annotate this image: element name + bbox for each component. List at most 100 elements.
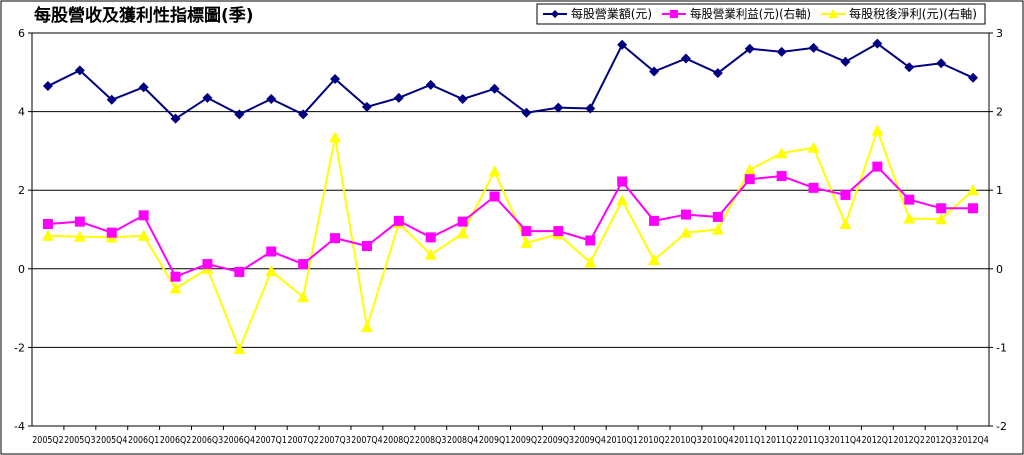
data-point-diamond [170,113,181,124]
data-point-square [936,203,947,214]
x-tick-label: 2010Q1 [606,435,637,446]
y-right-tick-label: 3 [996,27,1003,40]
data-point-diamond [872,38,883,49]
x-tick-label: 2005Q3 [64,435,95,446]
x-tick-label: 2012Q3 [925,435,956,446]
data-point-square [617,176,628,187]
data-point-diamond [330,73,341,84]
data-point-square [489,191,500,202]
data-point-diamond [202,92,213,103]
x-tick-label: 2007Q4 [351,435,382,446]
data-point-square [553,226,564,237]
x-tick-label: 2006Q3 [192,435,223,446]
data-point-diamond [904,62,915,73]
data-point-square [808,182,819,193]
data-point-diamond [712,68,723,79]
data-point-diamond [42,81,53,92]
legend-label: 每股營業利益(元)(右軸) [690,6,811,21]
data-point-diamond [936,58,947,69]
data-point-square [521,226,532,237]
x-tick-label: 2007Q2 [287,435,318,446]
data-point-square [712,211,723,222]
y-left-tick-label: 4 [18,106,25,119]
data-point-triangle [775,147,788,159]
data-point-square [649,215,660,226]
series-line [47,165,974,278]
legend-label: 每股營業額(元) [571,6,652,21]
y-axis-left: -4 -2 0 2 4 6 [14,27,32,433]
series-line [47,42,974,120]
data-point-triangle [329,131,342,143]
y-left-tick-label: -4 [14,420,25,433]
y-left-tick-label: 2 [18,184,25,197]
x-tick-label: 2008Q2 [383,435,414,446]
x-tick-label: 2011Q2 [766,435,797,446]
chart-title: 每股營收及獲利性指標圖(季) [34,5,254,26]
data-point-triangle [903,212,916,224]
data-point-triangle [967,184,980,196]
x-tick-label: 2012Q4 [957,435,988,446]
data-point-triangle [871,124,884,136]
data-point-square [968,203,979,214]
x-tick-label: 2011Q3 [798,435,829,446]
data-point-square [840,189,851,200]
x-tick-label: 2008Q3 [415,435,446,446]
data-point-diamond [266,94,277,105]
data-point-square [42,218,53,229]
x-tick-label: 2009Q2 [511,435,542,446]
data-point-square [170,271,181,282]
data-point-diamond [551,10,559,18]
data-point-triangle [73,230,86,242]
x-tick-label: 2012Q1 [862,435,893,446]
y-axis-right: -2 -1 0 1 2 3 [989,27,1007,433]
y-left-tick-label: -2 [14,341,25,354]
series-line [47,127,974,352]
x-tick-label: 2012Q2 [894,435,925,446]
data-point-triangle [839,217,852,229]
data-point-square [298,259,309,270]
data-point-triangle [743,163,756,175]
series-2 [42,161,979,282]
data-point-square [585,235,596,246]
data-point-square [425,232,436,243]
data-point-square [872,161,883,172]
series-1 [42,38,979,124]
data-point-square [670,10,678,18]
data-point-square [74,216,85,227]
y-right-tick-label: -1 [996,341,1007,354]
data-point-triangle [584,256,597,268]
data-point-diamond [234,109,245,120]
data-point-diamond [617,39,628,50]
data-point-square [138,210,149,221]
data-point-square [393,215,404,226]
x-tick-label: 2006Q4 [224,435,255,446]
data-point-square [744,174,755,185]
data-point-diamond [361,101,372,112]
data-point-triangle [616,194,629,206]
x-tick-label: 2011Q1 [734,435,765,446]
data-point-triangle [137,229,150,241]
data-point-diamond [457,94,468,105]
data-point-square [776,171,787,182]
data-point-diamond [393,92,404,103]
data-point-diamond [968,72,979,83]
data-point-triangle [233,342,246,354]
data-point-triangle [807,141,820,153]
data-point-triangle [935,213,948,225]
x-tick-label: 2007Q1 [256,435,287,446]
y-right-tick-label: 2 [996,106,1003,119]
x-tick-label: 2010Q4 [702,435,733,446]
x-tick-label: 2010Q2 [638,435,669,446]
data-point-diamond [521,107,532,118]
data-point-triangle [360,320,373,332]
data-point-diamond [585,103,596,114]
data-point-square [234,266,245,277]
data-point-square [202,259,213,270]
x-tick-label: 2006Q1 [128,435,159,446]
y-left-tick-label: 0 [18,263,25,276]
x-tick-label: 2009Q3 [543,435,574,446]
y-right-tick-label: 1 [996,184,1003,197]
data-point-diamond [776,46,787,57]
data-point-diamond [138,82,149,93]
x-tick-label: 2005Q4 [96,435,127,446]
